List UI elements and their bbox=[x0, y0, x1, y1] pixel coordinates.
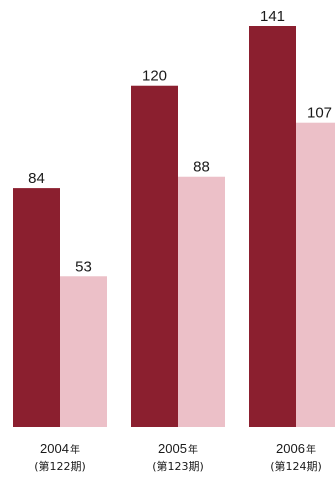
bar-series1-2004 bbox=[13, 188, 60, 427]
bar-series1-2005 bbox=[131, 85, 178, 428]
bar-series2-2005 bbox=[178, 176, 225, 427]
period-label-2006: (第124期) bbox=[270, 459, 322, 473]
value-label-series2-2005: 88 bbox=[193, 159, 210, 176]
category-label-2004: 2004年 bbox=[40, 441, 80, 456]
value-labels-layer: 84 120 141 53 88 107 bbox=[28, 8, 332, 275]
period-label-2005: (第123期) bbox=[152, 459, 204, 473]
value-label-series2-2004: 53 bbox=[75, 258, 92, 275]
value-label-series1-2004: 84 bbox=[28, 170, 45, 187]
bar-series1-2006 bbox=[249, 26, 296, 427]
value-label-series2-2006: 107 bbox=[307, 105, 332, 122]
category-labels-layer: 2004年 (第122期) 2005年 (第123期) 2006年 (第124期) bbox=[34, 441, 322, 473]
value-label-series1-2006: 141 bbox=[260, 8, 285, 25]
bars-layer bbox=[13, 26, 335, 428]
value-label-series1-2005: 120 bbox=[142, 68, 167, 85]
bar-series2-2004 bbox=[60, 276, 107, 427]
category-label-2006: 2006年 bbox=[276, 441, 316, 456]
category-label-2005: 2005年 bbox=[158, 441, 198, 456]
period-label-2004: (第122期) bbox=[34, 459, 86, 473]
bar-series2-2006 bbox=[296, 122, 335, 427]
